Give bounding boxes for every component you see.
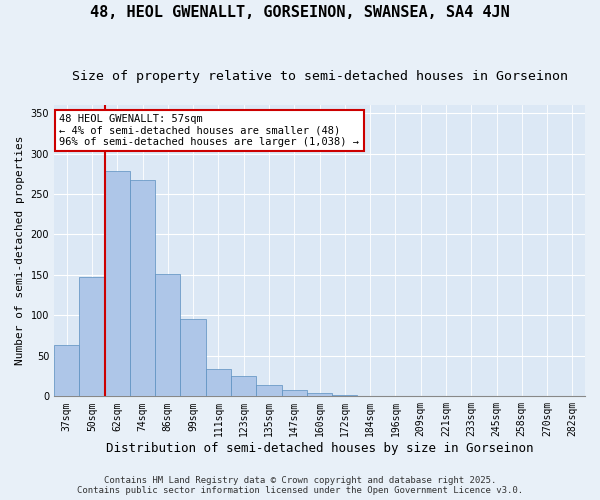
Bar: [281, 390, 307, 396]
Bar: [332, 394, 358, 396]
Title: Size of property relative to semi-detached houses in Gorseinon: Size of property relative to semi-detach…: [71, 70, 568, 83]
Bar: [54, 346, 79, 397]
Bar: [256, 385, 281, 396]
Bar: [181, 320, 206, 396]
X-axis label: Distribution of semi-detached houses by size in Gorseinon: Distribution of semi-detached houses by …: [106, 442, 533, 455]
Bar: [155, 274, 181, 396]
Bar: [104, 172, 130, 396]
Bar: [130, 180, 155, 396]
Bar: [206, 369, 231, 396]
Bar: [79, 276, 104, 396]
Bar: [231, 376, 256, 396]
Text: 48 HEOL GWENALLT: 57sqm
← 4% of semi-detached houses are smaller (48)
96% of sem: 48 HEOL GWENALLT: 57sqm ← 4% of semi-det…: [59, 114, 359, 147]
Y-axis label: Number of semi-detached properties: Number of semi-detached properties: [15, 136, 25, 366]
Bar: [307, 393, 332, 396]
Text: Contains HM Land Registry data © Crown copyright and database right 2025.
Contai: Contains HM Land Registry data © Crown c…: [77, 476, 523, 495]
Text: 48, HEOL GWENALLT, GORSEINON, SWANSEA, SA4 4JN: 48, HEOL GWENALLT, GORSEINON, SWANSEA, S…: [90, 5, 510, 20]
